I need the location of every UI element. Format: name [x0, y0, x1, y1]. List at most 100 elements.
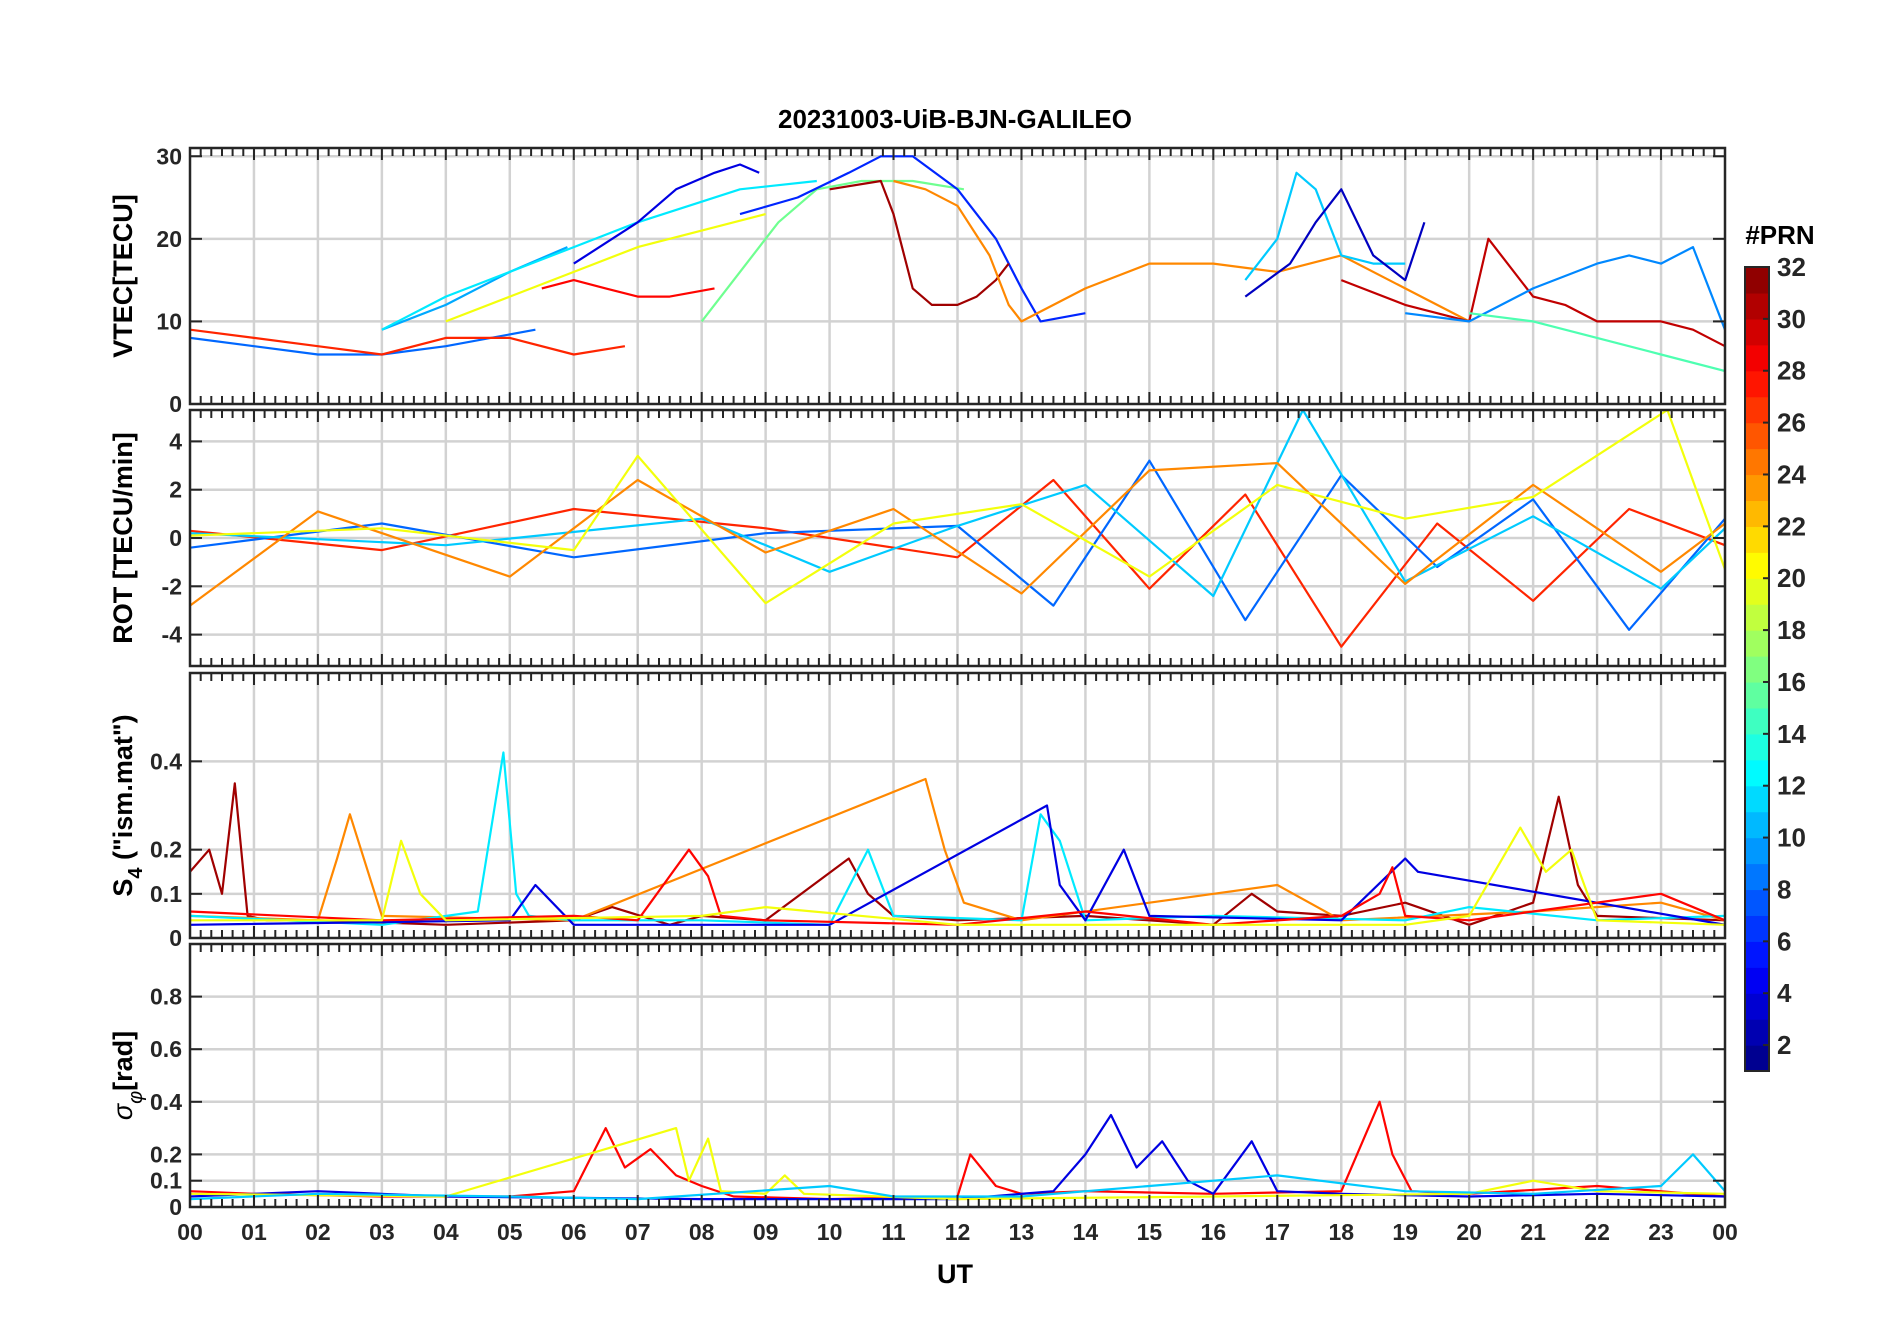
- x-tick-label: 11: [881, 1219, 906, 1245]
- x-tick-label: 13: [1009, 1219, 1035, 1245]
- y-tick-label: 0.2: [150, 1141, 182, 1167]
- x-minor-ticks: [189, 410, 1726, 666]
- colorbar-segment: [1745, 837, 1769, 865]
- y-tick-label: 0.8: [150, 984, 182, 1010]
- colorbar-segment: [1745, 759, 1769, 787]
- y-tick-label: 0.6: [150, 1036, 182, 1062]
- colorbar-segment: [1745, 941, 1769, 968]
- series-prn-8: [190, 459, 1725, 631]
- series-prn-16: [700, 179, 965, 323]
- x-tick-label: 10: [817, 1219, 843, 1245]
- panel-rot: -4 -2 0 2 4 ROT [TECU/min]: [108, 408, 1727, 668]
- x-tick-label: 09: [753, 1219, 779, 1245]
- x-tick-label: 04: [433, 1219, 459, 1245]
- colorbar-segment: [1745, 292, 1769, 320]
- colorbar-segment: [1745, 630, 1769, 657]
- y-axis-label: ROT [TECU/min]: [108, 432, 138, 643]
- colorbar-segment: [1745, 993, 1769, 1020]
- x-tick-label: 21: [1520, 1219, 1546, 1245]
- y-axis-label-rest: ("ism.mat"): [108, 714, 138, 867]
- series-prn-12: [190, 751, 1725, 926]
- series-prn-8: [190, 328, 536, 356]
- y-tick-label: -2: [162, 573, 182, 599]
- colorbar-tick-label: 6: [1777, 926, 1791, 956]
- panel-sigma_phi: 00.10.20.40.60.8σφ[rad]: [108, 942, 1727, 1220]
- y-tick-label: 0.4: [150, 1089, 182, 1115]
- series-prn-11: [190, 1153, 1725, 1201]
- series-prn-10: [381, 246, 568, 331]
- colorbar-tick-label: 4: [1777, 978, 1792, 1008]
- x-tick-label: 06: [561, 1219, 587, 1245]
- colorbar-segment: [1745, 1045, 1769, 1072]
- y-tick-label: 0.2: [150, 837, 182, 863]
- y-axis-label-main: σ: [108, 1102, 138, 1120]
- colorbar-segment: [1745, 785, 1769, 813]
- panel-vtec: 0 10 20 30 VTEC[TECU]: [108, 143, 1727, 417]
- series-prn-24: [893, 179, 1470, 323]
- series-prn-12: [381, 179, 817, 331]
- y-tick-label: 0.1: [150, 881, 182, 907]
- x-minor-ticks: [189, 148, 1726, 404]
- colorbar-segment: [1745, 448, 1769, 476]
- colorbar-segment: [1745, 733, 1769, 761]
- x-tick-label: 22: [1584, 1219, 1610, 1245]
- colorbar-segment: [1745, 396, 1769, 424]
- colorbar-segment: [1745, 889, 1769, 916]
- x-tick-label: 16: [1201, 1219, 1227, 1245]
- x-tick-label: 18: [1328, 1219, 1354, 1245]
- series-prn-20: [190, 826, 1725, 926]
- x-minor-ticks: [189, 944, 1726, 1207]
- colorbar-tick-label: 10: [1777, 823, 1806, 853]
- x-tick-label: 01: [241, 1219, 267, 1245]
- colorbar-segment: [1745, 500, 1769, 527]
- series-prn-20: [190, 410, 1725, 605]
- y-tick-label: 30: [156, 143, 182, 169]
- colorbar-segment: [1745, 474, 1769, 502]
- series-group: [190, 155, 1725, 373]
- colorbar-segment: [1745, 681, 1769, 709]
- x-tick-label: 12: [945, 1219, 971, 1245]
- colorbar-frame: [1744, 266, 1770, 1072]
- colorbar-tick-label: 18: [1777, 615, 1806, 645]
- y-axis-label-main: S: [108, 879, 138, 897]
- y-tick-label: 0.1: [150, 1168, 182, 1194]
- colorbar-tick-label: 12: [1777, 771, 1806, 801]
- series-prn-30: [1340, 237, 1725, 348]
- colorbar-segment: [1745, 915, 1769, 942]
- series-prn-11: [1244, 171, 1406, 281]
- x-tick-label: 07: [625, 1219, 651, 1245]
- y-tick-label: 2: [169, 477, 182, 503]
- colorbar-segment: [1745, 578, 1769, 605]
- colorbar-segment: [1745, 707, 1769, 735]
- x-tick-label: 14: [1073, 1219, 1099, 1245]
- series-prn-4: [190, 804, 1725, 926]
- series-prn-28: [541, 279, 715, 298]
- colorbar-segment: [1745, 604, 1769, 631]
- x-minor-ticks: [189, 673, 1726, 938]
- colorbar-tick-label: 20: [1777, 563, 1806, 593]
- colorbar-segment: [1745, 267, 1769, 294]
- colorbar-tick-label: 30: [1777, 304, 1806, 334]
- colorbar-title: #PRN: [1745, 220, 1814, 250]
- series-prn-20: [190, 1126, 1725, 1201]
- x-tick-label: 00: [177, 1219, 203, 1245]
- series-prn-24: [190, 462, 1725, 607]
- colorbar-tick-label: 28: [1777, 356, 1806, 386]
- x-tick-label: 19: [1392, 1219, 1418, 1245]
- series-prn-20: [445, 213, 766, 323]
- y-tick-label: -4: [162, 622, 183, 648]
- x-axis-label: UT: [937, 1259, 973, 1289]
- colorbar-segment: [1745, 422, 1769, 450]
- colorbar-tick-label: 26: [1777, 408, 1806, 438]
- series-prn-28: [190, 848, 1725, 926]
- y-tick-label: 20: [156, 226, 182, 252]
- colorbar-segment: [1745, 1019, 1769, 1046]
- series-prn-11: [190, 410, 1725, 598]
- series-prn-15: [1469, 312, 1725, 373]
- y-tick-label: 4: [169, 428, 182, 454]
- y-tick-label: 0: [169, 1194, 182, 1220]
- x-tick-label: 15: [1137, 1219, 1163, 1245]
- y-axis-label-rest: [rad]: [108, 1031, 138, 1091]
- x-tick-label: 05: [497, 1219, 523, 1245]
